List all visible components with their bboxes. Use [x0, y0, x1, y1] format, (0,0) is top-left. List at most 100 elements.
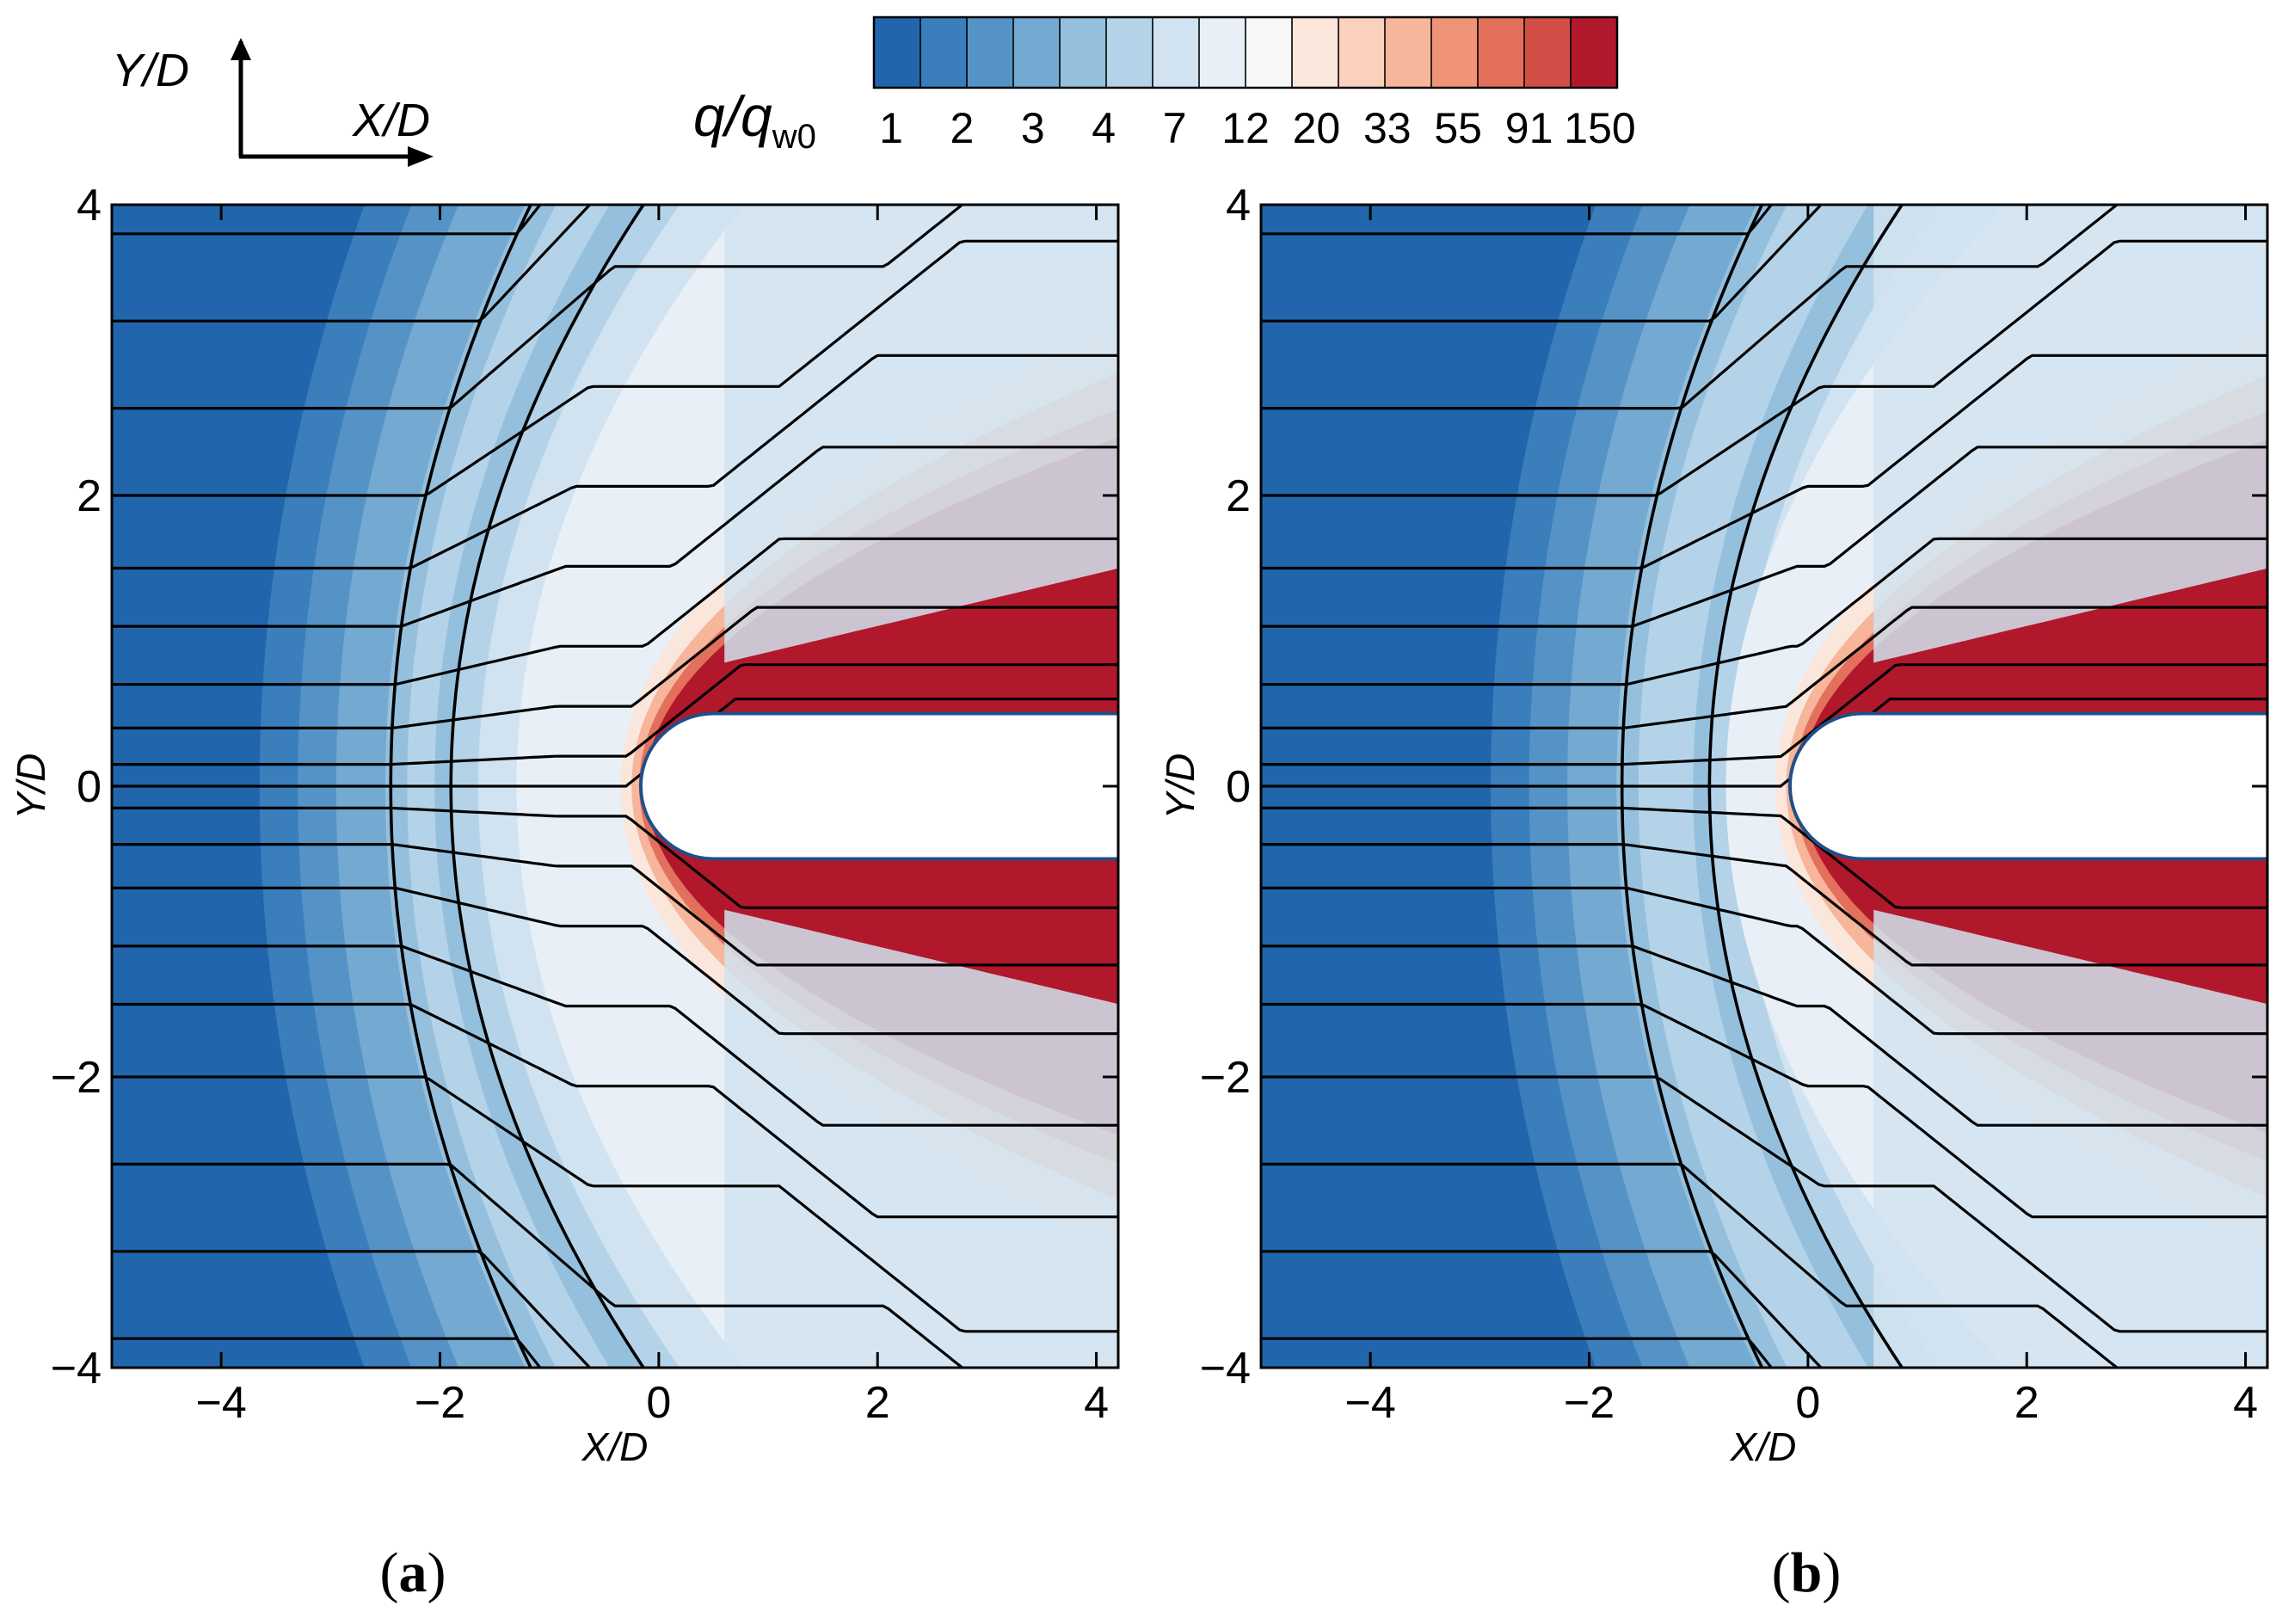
streamline — [1261, 537, 2267, 686]
key-y-label: Y/D — [112, 45, 189, 96]
colorbar-cell — [1478, 17, 1525, 88]
streamline — [112, 806, 1118, 909]
panel-b-ylabel: Y/D — [1158, 754, 1203, 820]
streamline — [112, 1250, 592, 1368]
streamline — [112, 537, 1118, 686]
panel-a-xlabel: X/D — [581, 1424, 649, 1469]
y-tick-label: 4 — [1226, 181, 1251, 231]
colorbar-tick-label: 150 — [1564, 104, 1635, 152]
x-tick-label: 4 — [2233, 1378, 2258, 1428]
panel-b-xlabel: X/D — [1730, 1424, 1797, 1469]
streamline — [1261, 886, 2267, 1036]
streamline — [112, 205, 965, 410]
streamline — [112, 886, 1118, 1036]
y-tick-label: −2 — [1200, 1053, 1251, 1103]
x-tick-label: −4 — [196, 1378, 247, 1428]
y-tick-label: 0 — [77, 762, 101, 812]
streamline — [112, 843, 1118, 967]
colorbar-cell — [1292, 17, 1339, 88]
streamline — [112, 663, 1118, 766]
streamline — [1261, 806, 2267, 909]
y-arrowhead-icon — [231, 38, 251, 60]
colorbar-cell — [1106, 17, 1153, 88]
colorbar-cells — [872, 15, 1619, 89]
streamline — [112, 205, 543, 236]
streamline — [1261, 205, 1824, 323]
streamline — [1261, 606, 2267, 729]
panel-a-ticks: −4 −2 0 2 4 −4 −2 0 2 4 — [51, 181, 1118, 1428]
panel-a: −4 −2 0 2 4 −4 −2 0 2 4 X/D Y/D (a) — [9, 181, 1120, 1604]
key-x-label: X/D — [351, 95, 430, 146]
streamline — [1261, 205, 1774, 236]
colorbar-frame — [872, 15, 1619, 89]
wake-region-upper — [724, 205, 1118, 663]
panel-b-label: (b) — [1772, 1541, 1842, 1604]
wake-region-lower — [724, 909, 1118, 1368]
y-tick-label: 2 — [77, 471, 101, 521]
colorbar-cell — [874, 17, 921, 88]
colorbar-label: q/qw0 — [693, 84, 816, 156]
streamline — [112, 1002, 1118, 1219]
colorbar: q/qw0 1 2 3 4 7 12 20 33 55 91 150 — [693, 15, 1636, 156]
colorbar-tick-label: 33 — [1363, 104, 1412, 152]
colorbar-cell — [1385, 17, 1432, 88]
y-tick-label: 4 — [77, 181, 101, 231]
colorbar-cell — [1199, 17, 1246, 88]
shock-line — [1620, 205, 1764, 1368]
orientation-key: Y/D X/D — [112, 38, 434, 167]
x-tick-label: −4 — [1345, 1378, 1396, 1428]
x-tick-label: 0 — [646, 1378, 671, 1428]
panel-a-streamlines — [112, 205, 1118, 1368]
streamline — [1261, 698, 2267, 788]
colorbar-tick-label: 55 — [1434, 104, 1482, 152]
colorbar-tick-label: 20 — [1293, 104, 1341, 152]
colorbar-cell — [1246, 17, 1293, 88]
colorbar-cell — [1338, 17, 1386, 88]
streamline — [112, 698, 1118, 788]
streamline — [112, 1162, 965, 1368]
colorbar-cell — [1524, 17, 1572, 88]
streamline — [1261, 1075, 2267, 1333]
colorbar-cell — [1153, 17, 1200, 88]
shock-line — [389, 205, 533, 1368]
y-tick-label: −4 — [1200, 1344, 1251, 1393]
streamline — [112, 446, 1118, 628]
streamline — [112, 354, 1118, 570]
streamline — [1261, 1337, 1774, 1368]
colorbar-cell — [1571, 17, 1618, 88]
colorbar-labels: 1 2 3 4 7 12 20 33 55 91 150 — [879, 104, 1636, 152]
streamline — [1261, 446, 2267, 628]
panel-b-ticks: −4 −2 0 2 4 −4 −2 0 2 4 — [1200, 181, 2267, 1428]
streamline — [1261, 663, 2267, 766]
x-arrowhead-icon — [408, 146, 434, 167]
wake-region-upper — [1873, 205, 2267, 663]
y-tick-label: −4 — [51, 1344, 101, 1393]
streamline — [112, 205, 592, 323]
x-tick-label: 2 — [865, 1378, 890, 1428]
panel-a-ylabel: Y/D — [9, 754, 53, 820]
colorbar-tick-label: 3 — [1021, 104, 1045, 152]
panel-b: −4 −2 0 2 4 −4 −2 0 2 4 X/D Y/D (b) — [1158, 181, 2269, 1604]
colorbar-tick-label: 4 — [1092, 104, 1116, 152]
colorbar-tick-label: 7 — [1163, 104, 1187, 152]
colorbar-tick-label: 1 — [879, 104, 903, 152]
streamline — [1261, 1250, 1824, 1368]
streamline — [1261, 843, 2267, 967]
streamline — [1261, 1002, 2267, 1219]
colorbar-cell — [1431, 17, 1479, 88]
x-tick-label: −2 — [415, 1378, 465, 1428]
streamline — [1261, 205, 2119, 410]
x-tick-label: −2 — [1564, 1378, 1615, 1428]
x-tick-label: 4 — [1084, 1378, 1109, 1428]
colorbar-tick-label: 12 — [1221, 104, 1270, 152]
panel-b-body — [1788, 711, 2267, 861]
panel-a-plot-area — [112, 205, 1118, 1368]
colorbar-cell — [1060, 17, 1107, 88]
colorbar-cell — [1013, 17, 1061, 88]
streamline — [112, 944, 1118, 1127]
x-tick-label: 2 — [2015, 1378, 2039, 1428]
streamline — [1261, 239, 2267, 497]
panel-b-streamlines — [1261, 205, 2267, 1368]
panel-b-plot-area — [1261, 205, 2267, 1368]
